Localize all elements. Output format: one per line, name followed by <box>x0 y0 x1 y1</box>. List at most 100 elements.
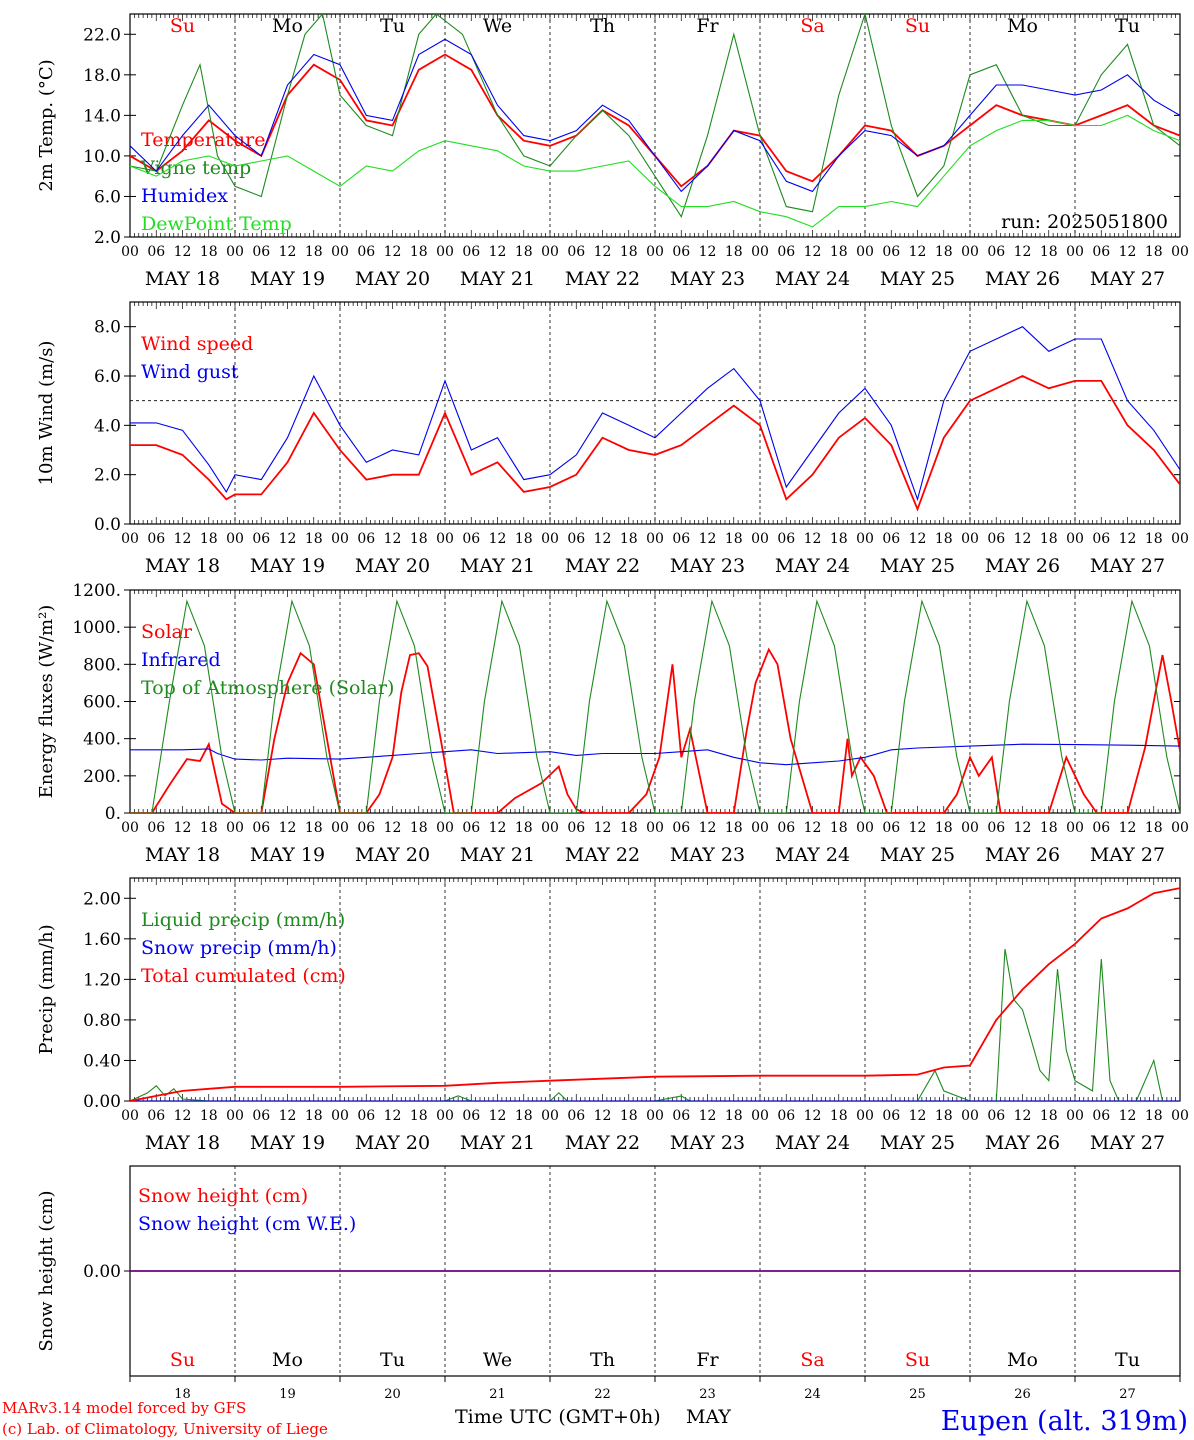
date-label: MAY 18 <box>145 1132 220 1154</box>
hour-tick-label: 06 <box>147 820 165 836</box>
hour-tick-label: 18 <box>1040 820 1058 836</box>
date-label: MAY 27 <box>1090 844 1165 866</box>
y-tick-label: 18.0 <box>83 66 121 86</box>
panel-1: 2.0 6.0 10.0 14.0 18.0 22.0 2m Temp. (°C) Tempe… <box>36 13 1189 290</box>
date-label: MAY 22 <box>565 1132 640 1154</box>
y-tick-label: 6.0 <box>94 367 121 387</box>
day-name-label: Su <box>905 1349 930 1371</box>
hour-tick-label: 12 <box>489 820 507 836</box>
hour-tick-label: 12 <box>804 1108 822 1124</box>
hour-tick-label: 18 <box>1145 244 1163 260</box>
date-label: MAY 22 <box>565 555 640 577</box>
hour-tick-label: 18 <box>305 531 323 547</box>
hour-tick-label: 00 <box>226 244 244 260</box>
hour-tick-label: 18 <box>305 1108 323 1124</box>
hour-tick-label: 12 <box>699 244 717 260</box>
hour-tick-label: 06 <box>882 1108 900 1124</box>
hour-tick-label: 06 <box>672 531 690 547</box>
y-tick-label: 22.0 <box>83 25 121 45</box>
y-tick-label: 6.0 <box>94 187 121 207</box>
hour-tick-label: 18 <box>1145 820 1163 836</box>
hour-tick-label: 12 <box>1119 1108 1137 1124</box>
hour-tick-label: 00 <box>436 531 454 547</box>
hour-tick-label: 18 <box>830 1108 848 1124</box>
hour-tick-label: 06 <box>357 1108 375 1124</box>
legend-entry: Humidex <box>141 185 228 207</box>
hour-tick-label: 18 <box>725 531 743 547</box>
hour-tick-label: 06 <box>777 820 795 836</box>
day-name-label: We <box>483 15 512 37</box>
hour-tick-label: 00 <box>751 820 769 836</box>
hour-tick-label: 00 <box>541 244 559 260</box>
y-tick-label: 4.0 <box>94 416 121 436</box>
date-label: MAY 26 <box>985 1132 1060 1154</box>
hour-tick-label: 18 <box>830 820 848 836</box>
hour-tick-label: 00 <box>331 820 349 836</box>
date-label: MAY 27 <box>1090 1132 1165 1154</box>
hour-tick-label: 12 <box>489 1108 507 1124</box>
hour-tick-label: 06 <box>147 1108 165 1124</box>
hour-tick-label: 12 <box>1014 244 1032 260</box>
hour-tick-label: 12 <box>909 244 927 260</box>
hour-tick-label: 18 <box>935 820 953 836</box>
date-label: MAY 23 <box>670 1132 745 1154</box>
day-name-label: Fr <box>696 15 719 37</box>
panel-3: 0. 200. 400. 600. 800. 1000. 1200. Energy fluxe… <box>36 581 1189 866</box>
date-label: MAY 24 <box>775 268 850 290</box>
hour-tick-label: 12 <box>699 1108 717 1124</box>
hour-tick-label: 12 <box>1014 531 1032 547</box>
hour-tick-label: 12 <box>384 531 402 547</box>
hour-tick-label: 00 <box>436 244 454 260</box>
hour-tick-label: 00 <box>1066 244 1084 260</box>
hour-tick-label: 12 <box>384 244 402 260</box>
hour-tick-label: 12 <box>909 820 927 836</box>
date-label: MAY 20 <box>355 555 430 577</box>
day-number-label: 18 <box>174 1387 191 1402</box>
hour-tick-label: 06 <box>1092 1108 1110 1124</box>
footer-xlabel: Time UTC (GMT+0h) <box>455 1406 661 1428</box>
hour-tick-label: 12 <box>594 820 612 836</box>
hour-tick-label: 06 <box>252 244 270 260</box>
hour-tick-label: 18 <box>620 244 638 260</box>
hour-tick-label: 00 <box>226 1108 244 1124</box>
hour-tick-label: 06 <box>777 1108 795 1124</box>
hour-tick-label: 06 <box>462 244 480 260</box>
hour-tick-label: 12 <box>594 1108 612 1124</box>
hour-tick-label: 12 <box>1014 820 1032 836</box>
date-label: MAY 18 <box>145 555 220 577</box>
legend-entry: Total cumulated (cm) <box>141 965 346 987</box>
date-label: MAY 21 <box>460 844 535 866</box>
hour-tick-label: 00 <box>856 531 874 547</box>
date-label: MAY 19 <box>250 1132 325 1154</box>
hour-tick-label: 12 <box>1119 531 1137 547</box>
hour-tick-label: 12 <box>489 244 507 260</box>
hour-tick-label: 18 <box>200 244 218 260</box>
day-number-label: 25 <box>909 1387 926 1402</box>
legend-entry: Top of Atmosphere (Solar) <box>141 677 394 699</box>
hour-tick-label: 18 <box>515 244 533 260</box>
hour-tick-label: 06 <box>987 820 1005 836</box>
day-name-label: Su <box>170 1349 195 1371</box>
footer-model: MARv3.14 model forced by GFS <box>2 1399 246 1417</box>
hour-tick-label: 00 <box>646 820 664 836</box>
hour-tick-label: 12 <box>279 531 297 547</box>
day-name-label: Tu <box>1115 1349 1140 1371</box>
day-name-label: Sa <box>800 1349 824 1371</box>
y-tick-label: 1000. <box>72 618 121 638</box>
legend-entry: Wind gust <box>141 361 239 383</box>
hour-tick-label: 00 <box>961 820 979 836</box>
y-tick-label: 0.40 <box>83 1051 121 1071</box>
day-name-label: Tu <box>380 15 405 37</box>
day-name-label: Th <box>590 15 615 37</box>
day-name-label: Mo <box>1007 15 1038 37</box>
date-label: MAY 24 <box>775 844 850 866</box>
hour-tick-label: 12 <box>174 820 192 836</box>
date-label: MAY 27 <box>1090 555 1165 577</box>
hour-tick-label: 18 <box>200 531 218 547</box>
date-label: MAY 26 <box>985 555 1060 577</box>
series-line-dewpoint-temp <box>130 114 1180 228</box>
legend-entry: Snow height (cm) <box>138 1185 308 1207</box>
date-label: MAY 19 <box>250 268 325 290</box>
hour-tick-label: 00 <box>331 1108 349 1124</box>
date-label: MAY 20 <box>355 1132 430 1154</box>
